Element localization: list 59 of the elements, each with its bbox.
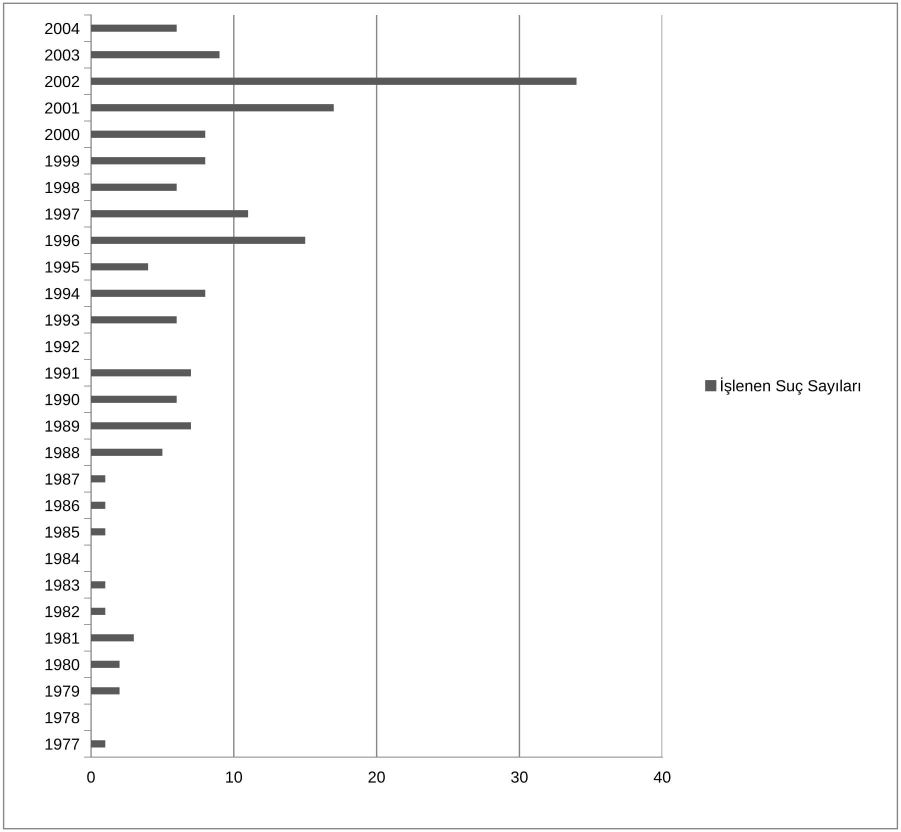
- bar: [91, 422, 191, 430]
- y-tick-label: 1987: [46, 473, 80, 485]
- x-tick-label: 10: [226, 771, 242, 783]
- y-tick-label: 2002: [45, 76, 80, 88]
- bar: [91, 528, 106, 536]
- bar: [91, 740, 106, 748]
- x-tick-label: 40: [654, 771, 670, 783]
- bar: [91, 396, 177, 403]
- bar: [91, 51, 220, 58]
- y-tick-label: 1977: [46, 738, 80, 750]
- x-tick-label: 30: [511, 771, 528, 783]
- bar: [91, 502, 106, 509]
- bar: [91, 184, 177, 191]
- y-tick-label: 1992: [46, 340, 80, 352]
- bar: [91, 290, 206, 297]
- y-tick-label: 1995: [46, 261, 80, 273]
- y-tick-label: 2000: [45, 128, 80, 140]
- bar: [91, 581, 106, 588]
- y-tick-label: 2003: [45, 49, 80, 61]
- y-tick-label: 1996: [46, 234, 80, 246]
- bar: [91, 78, 577, 85]
- bar: [91, 210, 248, 218]
- bar: [91, 660, 120, 668]
- y-tick-label: 1981: [46, 632, 80, 644]
- bar: [91, 634, 134, 642]
- legend-label: İşlenen Suç Sayıları: [721, 377, 860, 395]
- bar: [91, 104, 334, 112]
- y-tick-label: 1985: [46, 526, 80, 538]
- y-tick-label: 1999: [46, 155, 80, 167]
- bar: [91, 157, 206, 164]
- y-tick-label: 1986: [46, 500, 80, 512]
- y-tick-label: 2004: [45, 22, 80, 34]
- y-tick-label: 1979: [46, 685, 80, 697]
- y-tick-label: 1998: [46, 182, 80, 194]
- bar: [91, 130, 206, 138]
- y-tick-label: 2001: [45, 102, 80, 114]
- bar: [91, 263, 148, 270]
- y-tick-label: 1982: [46, 606, 80, 618]
- bar: [91, 24, 177, 32]
- bar: [91, 475, 106, 482]
- y-tick-label: 1984: [46, 552, 80, 564]
- x-tick-label: 20: [368, 771, 385, 783]
- y-tick-label: 1997: [46, 208, 80, 220]
- y-tick-label: 1988: [46, 446, 80, 458]
- y-tick-label: 1991: [46, 367, 80, 379]
- y-tick-label: 1989: [46, 420, 80, 432]
- bar: [91, 608, 106, 615]
- y-tick-label: 1978: [46, 712, 80, 724]
- y-tick-label: 1994: [46, 288, 80, 300]
- bar: [91, 448, 162, 456]
- y-tick-label: 1980: [46, 658, 80, 670]
- y-tick-label: 1983: [46, 579, 80, 591]
- y-tick-label: 1990: [46, 394, 80, 406]
- x-tick-label: 0: [87, 771, 95, 783]
- bar: [91, 236, 306, 244]
- y-tick-label: 1993: [46, 314, 80, 326]
- bar: [91, 687, 120, 694]
- bar: [91, 369, 191, 376]
- bar: [91, 316, 177, 324]
